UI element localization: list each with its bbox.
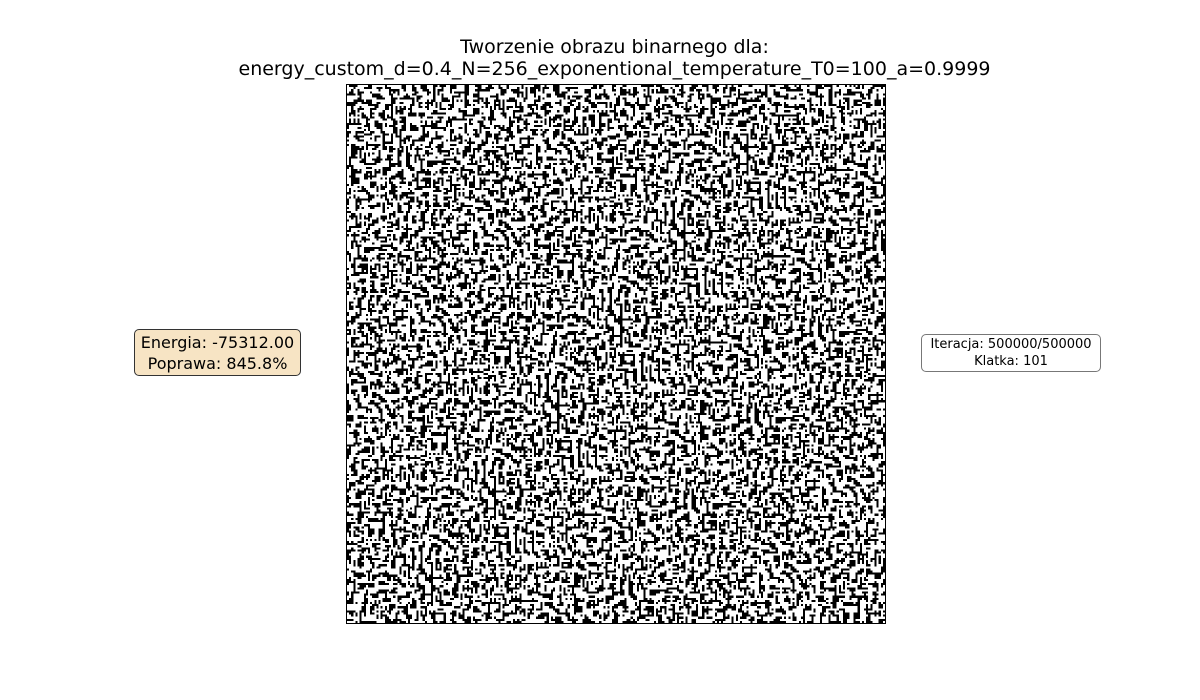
iteration-counter: Iteracja: 500000/500000: [930, 337, 1092, 352]
title-line-1: Tworzenie obrazu binarnego dla:: [460, 36, 769, 58]
title-line-2: energy_custom_d=0.4_N=256_exponentional_…: [238, 58, 991, 80]
frame-counter: Klatka: 101: [974, 353, 1048, 369]
energy-value: Energia: -75312.00: [140, 333, 295, 352]
binary-image-frame: [346, 84, 886, 624]
improvement-value: Poprawa: 845.8%: [147, 354, 288, 373]
figure-title: Tworzenie obrazu binarnego dla: energy_c…: [0, 36, 1200, 80]
energy-info-box: Energia: -75312.00 Poprawa: 845.8%: [134, 329, 301, 376]
binary-image: [347, 85, 885, 623]
iteration-info-box: Iteracja: 500000/500000 Klatka: 101: [921, 334, 1101, 372]
